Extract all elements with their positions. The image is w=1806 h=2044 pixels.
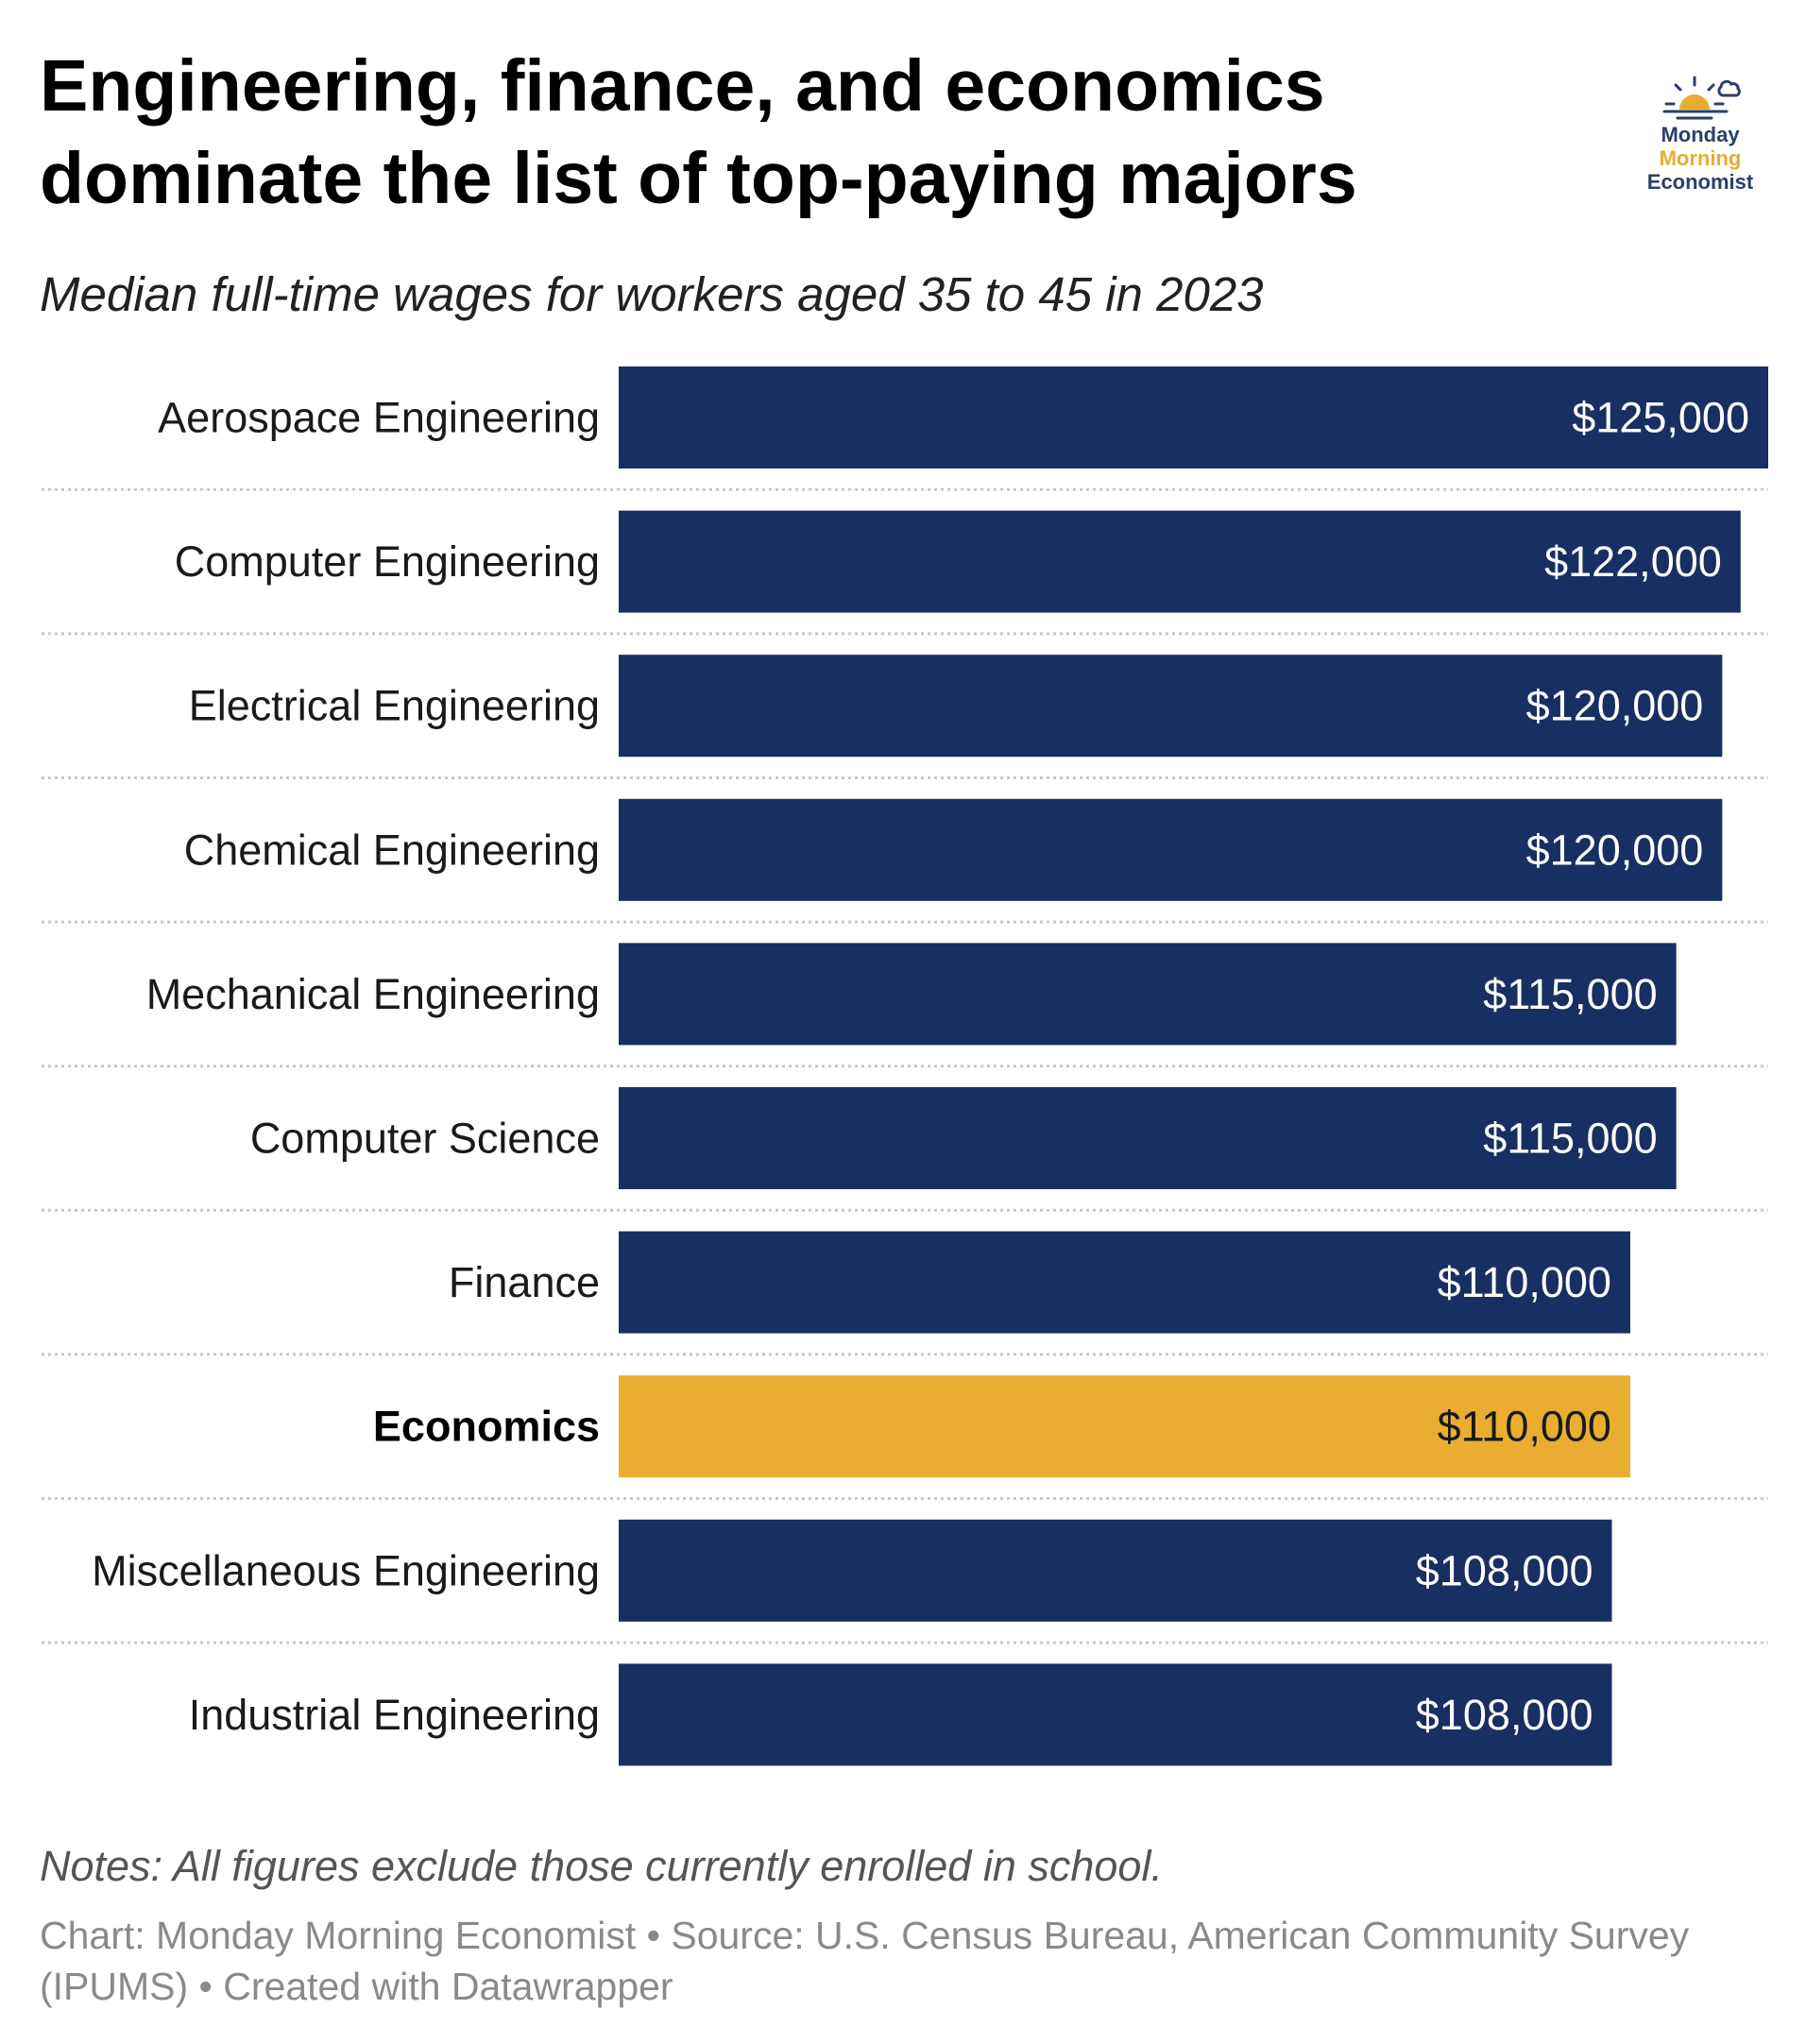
value-label: $120,000 <box>1526 682 1704 730</box>
bar <box>619 1663 1612 1766</box>
bar <box>619 1087 1677 1189</box>
chart-credit: Chart: Monday Morning Economist • Source… <box>40 1914 1690 2008</box>
value-label: $120,000 <box>1526 826 1704 874</box>
bar-chart: Aerospace Engineering $125,000 Computer En… <box>42 366 1768 1766</box>
category-label: Electrical Engineering <box>189 682 600 730</box>
chart-subtitle: Median full-time wages for workers aged … <box>40 267 1264 321</box>
sunrise-icon <box>1662 76 1741 120</box>
value-label: $122,000 <box>1544 537 1722 586</box>
bar <box>619 943 1677 1046</box>
category-label: Chemical Engineering <box>184 826 600 874</box>
bar <box>619 798 1723 901</box>
value-label: $108,000 <box>1416 1691 1593 1739</box>
value-label: $115,000 <box>1483 1115 1657 1163</box>
bar <box>619 655 1723 758</box>
value-label: $115,000 <box>1483 970 1657 1018</box>
category-label: Computer Science <box>250 1115 600 1163</box>
logo-line-morning: Morning <box>1659 146 1742 170</box>
category-label: Aerospace Engineering <box>158 394 600 442</box>
value-label: $110,000 <box>1438 1258 1611 1306</box>
logo-line-economist: Economist <box>1646 170 1754 194</box>
value-label: $125,000 <box>1572 394 1749 442</box>
bar <box>619 366 1768 468</box>
category-label: Economics <box>373 1403 600 1451</box>
category-label: Computer Engineering <box>175 537 600 586</box>
bar <box>619 1519 1612 1622</box>
category-label: Finance <box>449 1258 600 1306</box>
category-label: Industrial Engineering <box>189 1691 600 1739</box>
category-label: Mechanical Engineering <box>146 970 600 1018</box>
bar-highlight <box>619 1375 1630 1478</box>
bar <box>619 1231 1630 1334</box>
value-label: $108,000 <box>1416 1546 1593 1594</box>
category-label: Miscellaneous Engineering <box>92 1546 600 1594</box>
chart-notes: Notes: All figures exclude those current… <box>40 1842 1163 1890</box>
logo-line-monday: Monday <box>1661 123 1740 146</box>
value-label: $110,000 <box>1438 1403 1611 1451</box>
bar <box>619 510 1741 613</box>
chart-title: Engineering, finance, and economics domi… <box>40 45 1357 219</box>
monday-morning-economist-logo: Monday Morning Economist <box>1625 74 1776 194</box>
